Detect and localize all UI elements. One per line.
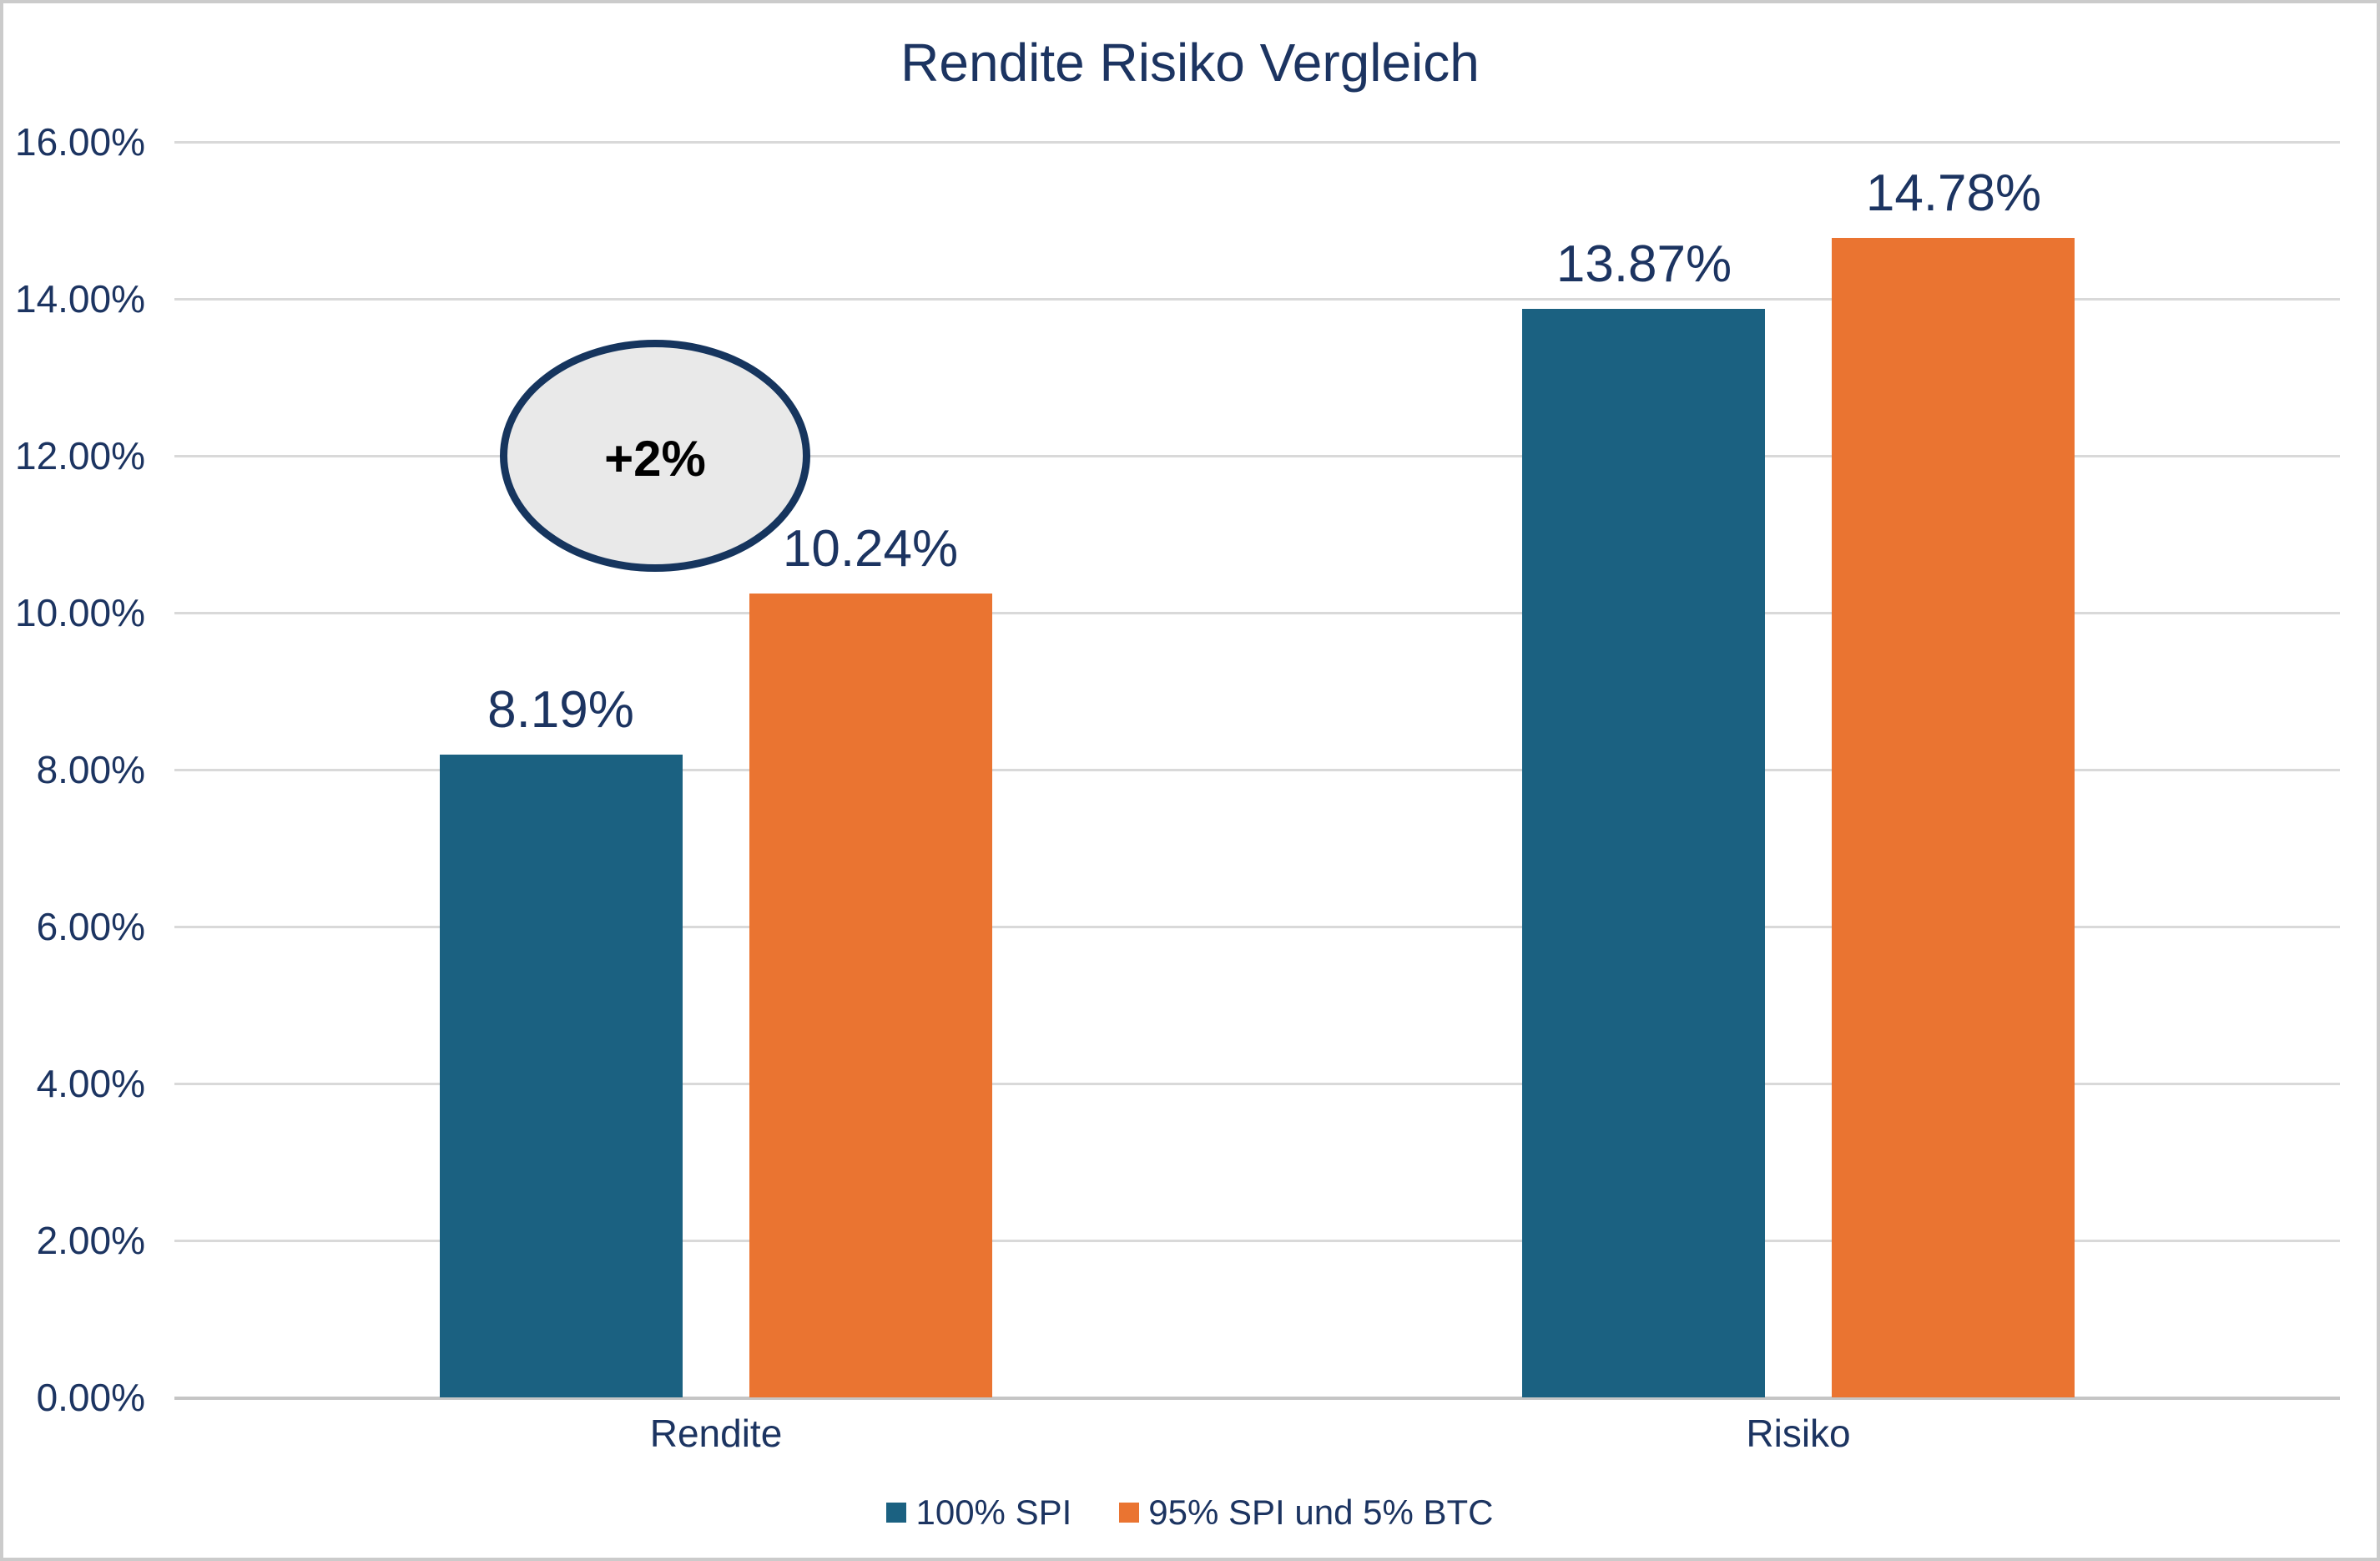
legend: 100% SPI 95% SPI und 5% BTC (3, 1493, 2377, 1533)
gridline (174, 1240, 2340, 1242)
y-tick-label: 16.00% (14, 120, 145, 164)
y-tick-label: 8.00% (36, 748, 145, 791)
legend-item: 95% SPI und 5% BTC (1119, 1493, 1494, 1533)
y-tick-label: 2.00% (36, 1219, 145, 1262)
bar-risiko-1 (1522, 309, 1765, 1397)
gridline (174, 1083, 2340, 1085)
value-label: 8.19% (487, 681, 634, 739)
value-label: 14.78% (1865, 164, 2042, 222)
legend-label: 100% SPI (915, 1493, 1072, 1532)
gridline (174, 141, 2340, 144)
bar-rendite-2 (749, 594, 992, 1397)
annotation-text: +2% (604, 431, 706, 487)
gridline (174, 612, 2340, 614)
annotation-ellipse: +2% (500, 340, 810, 572)
chart-title: Rendite Risiko Vergleich (900, 33, 1480, 93)
value-label: 13.87% (1556, 235, 1732, 293)
y-tick-label: 14.00% (14, 277, 145, 321)
value-label: 10.24% (782, 520, 959, 578)
category-label-risiko: Risiko (1746, 1412, 1851, 1455)
y-tick-label: 12.00% (14, 434, 145, 477)
gridline (174, 769, 2340, 771)
bar-risiko-2 (1832, 238, 2075, 1397)
legend-swatch (886, 1503, 907, 1523)
gridline (174, 926, 2340, 928)
category-label-rendite: Rendite (649, 1412, 783, 1455)
y-tick-label: 6.00% (36, 905, 145, 948)
x-axis-line (174, 1397, 2340, 1400)
legend-swatch (1119, 1503, 1140, 1523)
gridline (174, 455, 2340, 457)
y-tick-label: 4.00% (36, 1062, 145, 1105)
y-tick-label: 10.00% (14, 591, 145, 634)
bar-rendite-1 (440, 755, 683, 1397)
legend-item: 100% SPI (886, 1493, 1072, 1533)
gridline (174, 298, 2340, 301)
legend-label: 95% SPI und 5% BTC (1148, 1493, 1494, 1532)
y-tick-label: 0.00% (36, 1376, 145, 1419)
